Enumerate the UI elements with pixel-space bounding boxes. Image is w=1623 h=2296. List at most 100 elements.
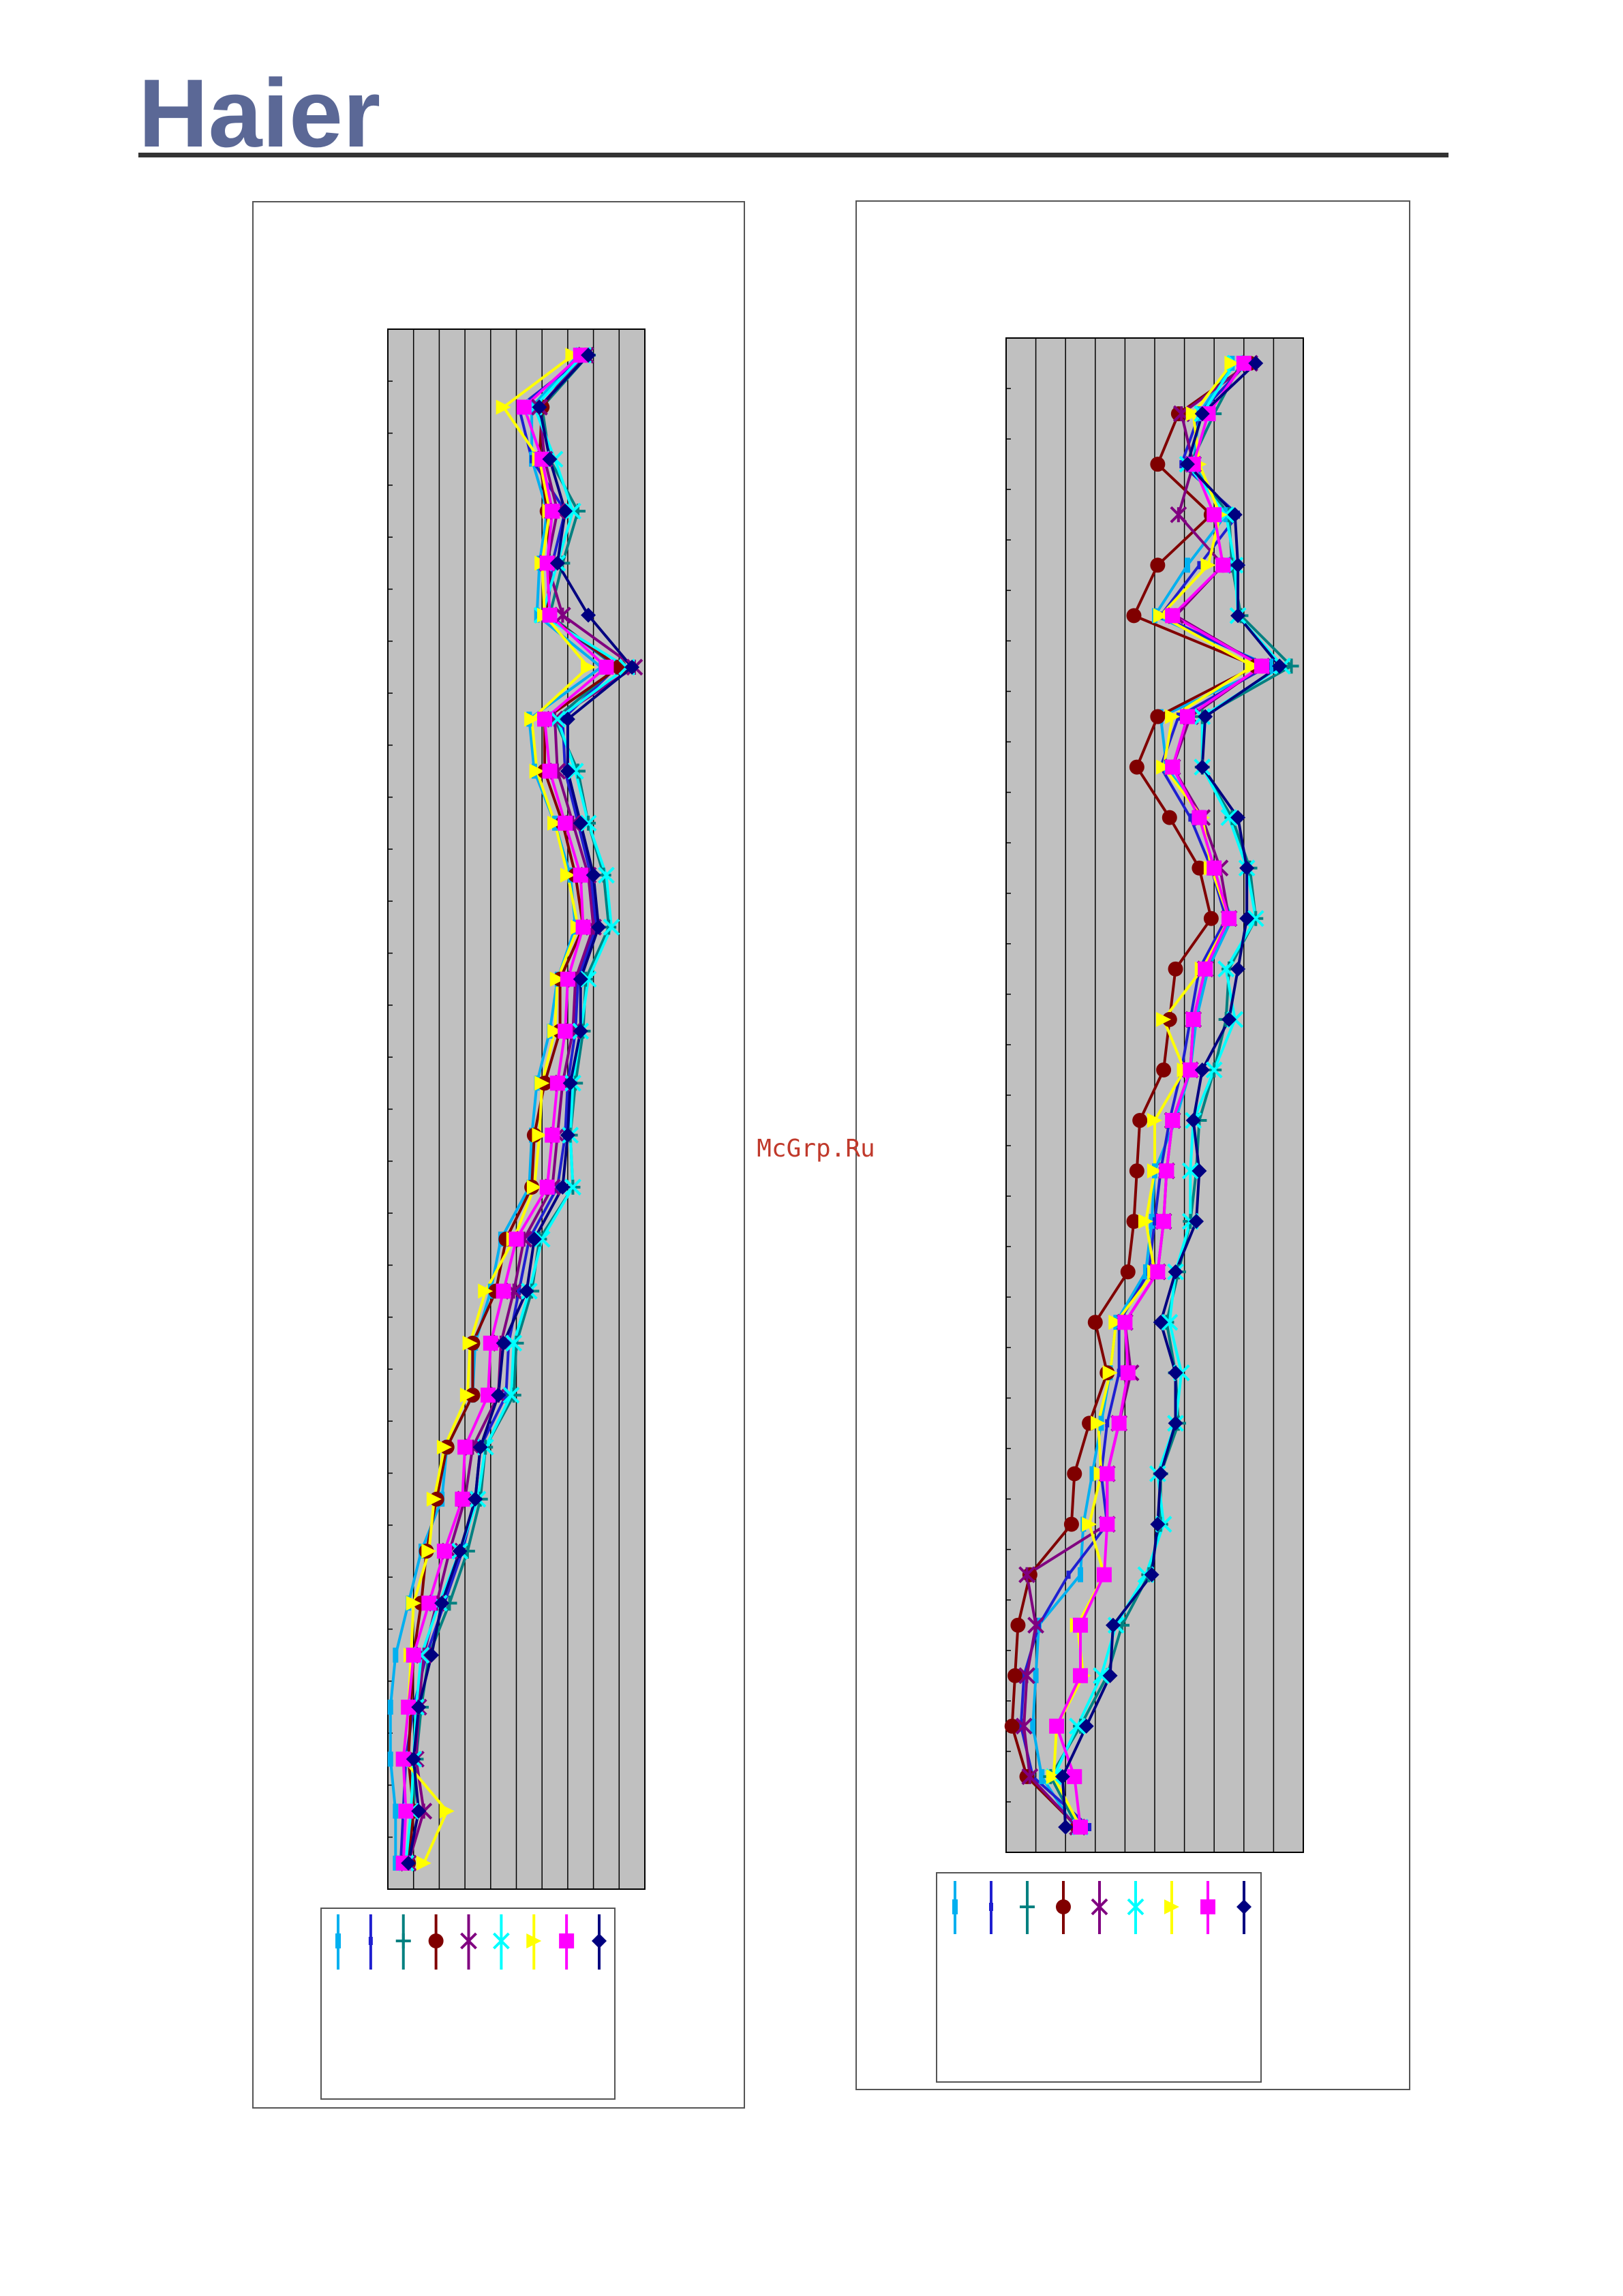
- marker: [1105, 1419, 1110, 1428]
- marker: [1227, 507, 1243, 523]
- marker: [434, 1595, 450, 1611]
- marker: [1192, 1163, 1207, 1179]
- series-line: [1061, 362, 1281, 1828]
- marker: [598, 866, 615, 884]
- marker: [1144, 1567, 1159, 1582]
- marker: [1239, 860, 1255, 876]
- marker: [1224, 356, 1240, 371]
- marker: [483, 1335, 498, 1351]
- marker: [491, 1388, 506, 1403]
- marker: [478, 1283, 494, 1299]
- marker: [549, 971, 565, 987]
- marker: [1194, 1062, 1210, 1077]
- marker: [1049, 1718, 1065, 1734]
- marker: [1162, 810, 1177, 825]
- marker: [516, 399, 532, 415]
- marker: [952, 1899, 958, 1914]
- marker: [1156, 1214, 1172, 1229]
- marker: [1183, 1062, 1198, 1077]
- marker: [436, 1544, 452, 1559]
- marker: [1078, 1567, 1083, 1582]
- marker: [533, 1230, 551, 1248]
- marker: [1237, 1899, 1252, 1914]
- marker: [1165, 1113, 1181, 1129]
- marker: [560, 711, 575, 727]
- marker: [560, 868, 575, 883]
- marker: [1205, 1061, 1223, 1079]
- marker: [335, 1933, 341, 1948]
- marker: [1181, 1162, 1199, 1180]
- marker: [581, 607, 596, 623]
- marker: [1198, 961, 1213, 977]
- marker: [564, 502, 581, 520]
- marker: [1129, 759, 1144, 775]
- marker: [1156, 1011, 1172, 1027]
- marker: [496, 399, 511, 415]
- marker: [1179, 457, 1195, 472]
- logo: Haier: [138, 59, 380, 168]
- marker: [439, 1803, 455, 1819]
- marker: [1147, 1113, 1162, 1129]
- marker: [393, 1855, 399, 1871]
- marker: [1117, 1315, 1133, 1330]
- marker: [452, 1544, 468, 1559]
- marker: [542, 763, 558, 779]
- marker: [1189, 1214, 1204, 1229]
- marker: [545, 504, 560, 519]
- marker: [401, 1855, 416, 1871]
- marker: [1194, 406, 1210, 422]
- marker: [1120, 1264, 1136, 1280]
- marker: [1010, 1617, 1026, 1633]
- marker: [462, 1335, 478, 1351]
- marker: [1018, 1721, 1023, 1730]
- marker: [564, 1178, 581, 1196]
- marker: [1056, 1899, 1071, 1914]
- marker: [553, 607, 571, 624]
- marker: [1021, 1768, 1039, 1786]
- marker: [1067, 1466, 1082, 1482]
- marker: [411, 1803, 427, 1819]
- marker: [1007, 1668, 1023, 1683]
- marker: [1247, 910, 1264, 928]
- marker: [1272, 658, 1288, 674]
- marker: [1200, 557, 1216, 573]
- marker: [1018, 1667, 1035, 1685]
- marker: [1254, 658, 1269, 674]
- marker: [1168, 1264, 1183, 1280]
- marker: [1161, 1313, 1179, 1331]
- marker: [1268, 658, 1274, 674]
- marker: [1150, 1516, 1166, 1532]
- marker: [1230, 557, 1246, 573]
- marker: [1165, 759, 1181, 775]
- marker: [460, 1932, 477, 1950]
- marker: [549, 710, 566, 728]
- marker: [1207, 507, 1222, 523]
- marker: [1033, 1668, 1039, 1683]
- marker: [502, 1386, 520, 1404]
- marker: [560, 1127, 575, 1143]
- marker: [1156, 759, 1172, 775]
- marker: [539, 1179, 555, 1195]
- marker: [1138, 1214, 1153, 1229]
- marker: [1027, 1617, 1045, 1634]
- marker: [1153, 608, 1168, 624]
- marker: [436, 1439, 452, 1455]
- marker: [524, 711, 540, 727]
- marker: [562, 1075, 578, 1091]
- marker: [624, 659, 640, 675]
- marker: [592, 1933, 607, 1948]
- marker: [1153, 1466, 1168, 1482]
- marker: [393, 1803, 399, 1819]
- marker: [457, 1439, 473, 1455]
- marker: [575, 919, 591, 935]
- marker: [411, 1699, 427, 1715]
- marker: [1150, 1264, 1166, 1280]
- marker: [496, 1283, 511, 1299]
- marker: [387, 1699, 393, 1715]
- marker: [1165, 709, 1181, 724]
- chart-frame: [855, 200, 1410, 2090]
- marker: [558, 504, 573, 519]
- marker: [1089, 1466, 1095, 1482]
- marker: [536, 711, 552, 727]
